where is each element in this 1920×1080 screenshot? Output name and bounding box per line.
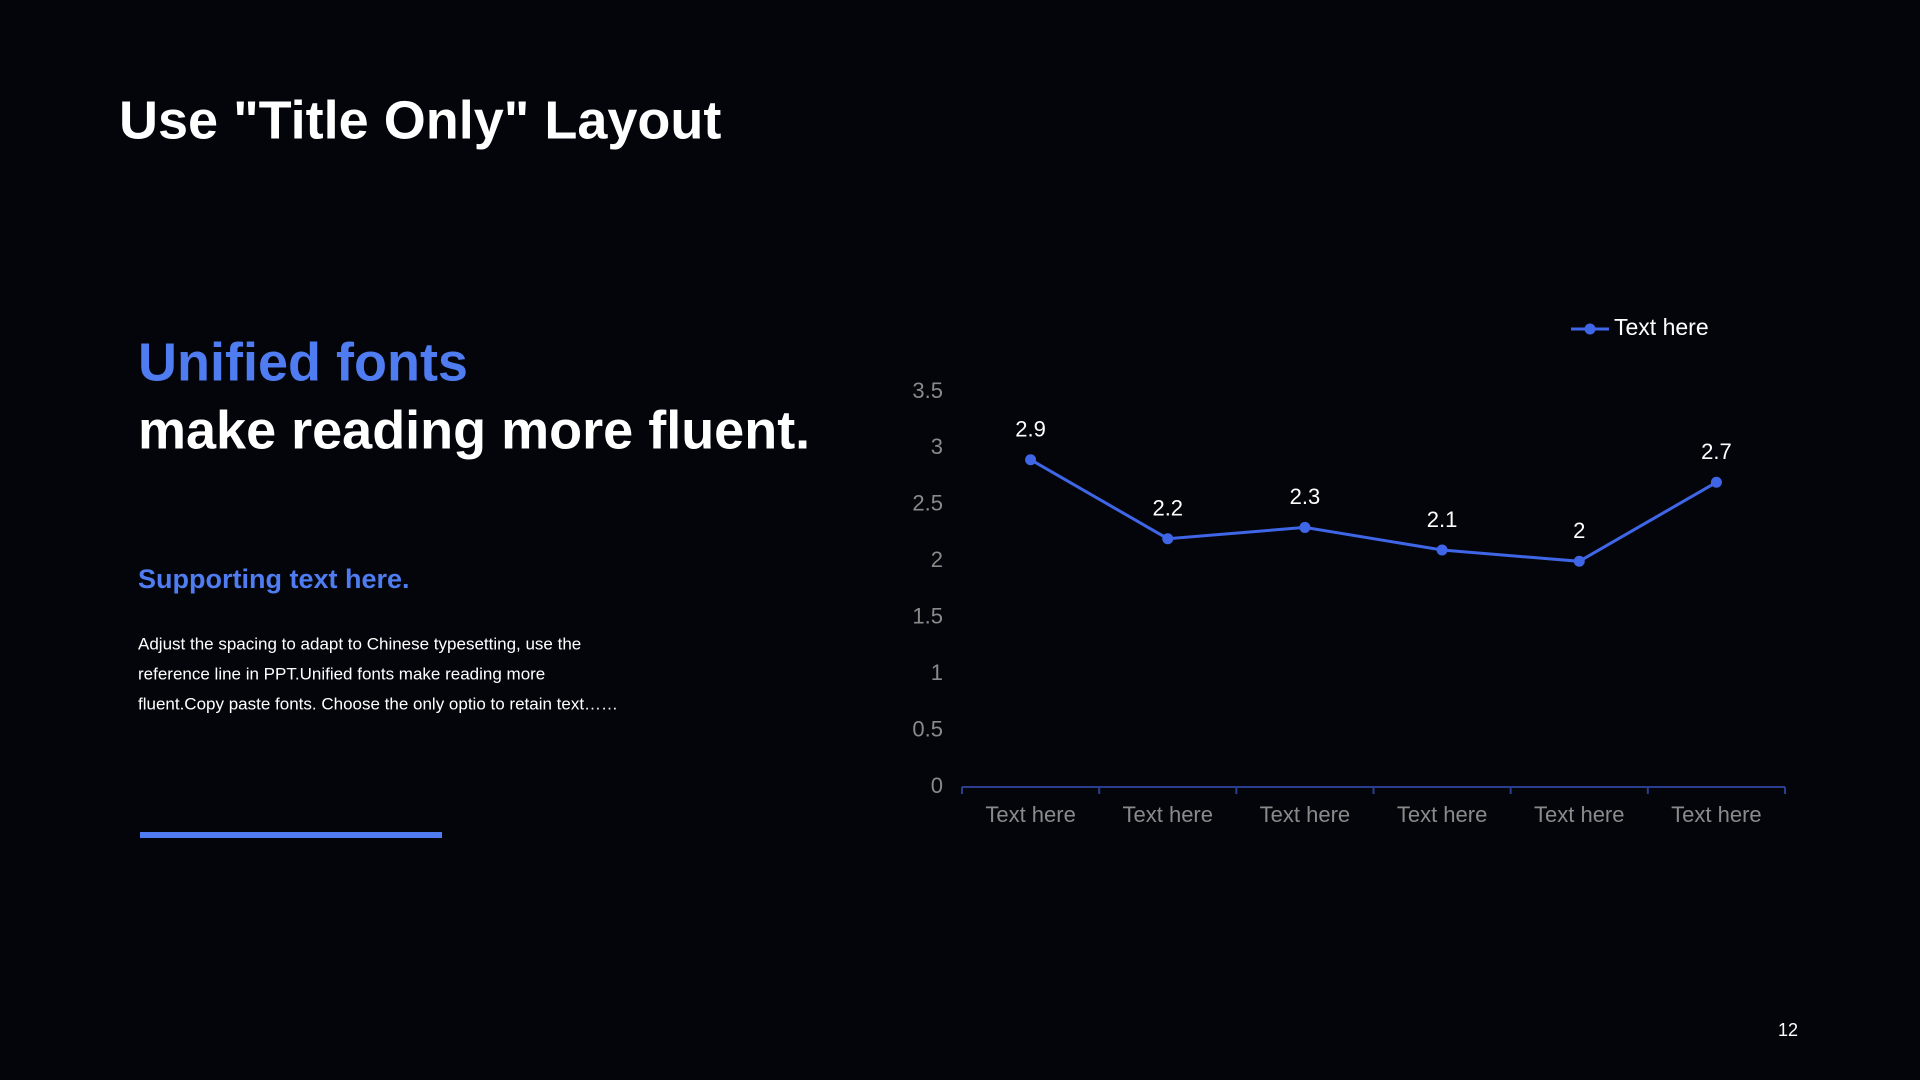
data-point bbox=[1162, 533, 1174, 545]
data-point bbox=[1573, 555, 1585, 567]
y-tick-label: 2.5 bbox=[912, 491, 943, 516]
legend-label: Text here bbox=[1614, 314, 1709, 340]
y-tick-label: 1 bbox=[931, 660, 943, 685]
x-tick-label: Text here bbox=[1260, 802, 1351, 827]
y-tick-label: 3 bbox=[931, 434, 943, 459]
data-label: 2.7 bbox=[1701, 439, 1732, 464]
slide-title: Use "Title Only" Layout bbox=[119, 90, 721, 150]
y-tick-label: 0.5 bbox=[912, 716, 943, 741]
paragraph-line: reference line in PPT.Unified fonts make… bbox=[138, 664, 545, 683]
x-tick-label: Text here bbox=[1123, 802, 1214, 827]
headline: make reading more fluent. bbox=[138, 400, 810, 460]
x-tick-label: Text here bbox=[1671, 802, 1762, 827]
paragraph-line: Adjust the spacing to adapt to Chinese t… bbox=[138, 634, 581, 653]
data-point bbox=[1436, 544, 1448, 556]
x-tick-label: Text here bbox=[1397, 802, 1488, 827]
data-point bbox=[1025, 454, 1037, 466]
data-point bbox=[1710, 476, 1722, 488]
data-label: 2.3 bbox=[1290, 484, 1321, 509]
legend-marker bbox=[1584, 323, 1596, 335]
x-tick-label: Text here bbox=[1534, 802, 1625, 827]
data-point bbox=[1299, 521, 1311, 533]
y-tick-label: 3.5 bbox=[912, 378, 943, 403]
data-label: 2.1 bbox=[1427, 507, 1458, 532]
data-label: 2.9 bbox=[1015, 417, 1046, 442]
accent-bar bbox=[140, 832, 442, 838]
headline-accent: Unified fonts bbox=[138, 332, 468, 392]
x-tick-label: Text here bbox=[985, 802, 1076, 827]
subheading: Supporting text here. bbox=[138, 564, 410, 594]
y-tick-label: 2 bbox=[931, 547, 943, 572]
y-tick-label: 1.5 bbox=[912, 604, 943, 629]
data-label: 2 bbox=[1573, 518, 1585, 543]
page-number: 12 bbox=[1778, 1020, 1798, 1040]
paragraph-line: fluent.Copy paste fonts. Choose the only… bbox=[138, 694, 618, 713]
data-label: 2.2 bbox=[1152, 496, 1183, 521]
y-tick-label: 0 bbox=[931, 773, 943, 798]
series-line bbox=[1029, 458, 1718, 563]
chart: 0 0.5 1 1.5 2 2.5 3 3.5 Text here Text here Text h… bbox=[912, 314, 1786, 827]
